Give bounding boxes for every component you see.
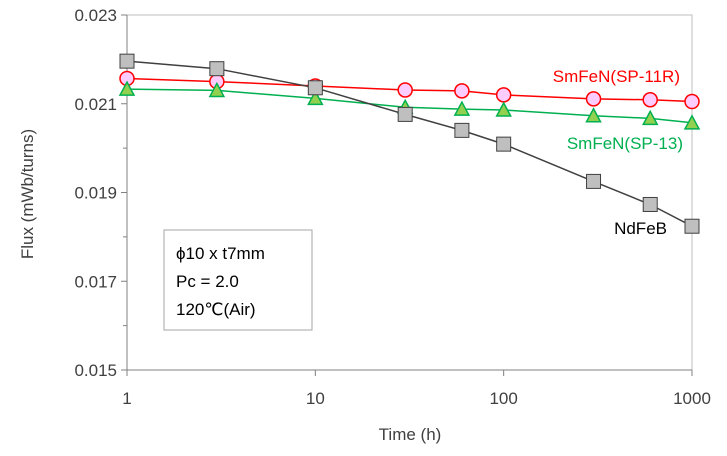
y-tick-label: 0.017 [74,272,117,291]
x-tick-label: 1000 [673,389,711,408]
data-point [684,93,700,110]
y-axis-title: Flux (mWb/turns) [18,129,37,259]
data-point [454,122,470,138]
series-label-ndfeb: NdFeB [614,219,667,238]
data-point [585,91,602,107]
y-tick-label: 0.019 [74,184,117,203]
series-2 [119,53,700,234]
condition-line-size: ϕ10 x t7mm [176,244,265,263]
data-point [642,92,658,108]
series-layer [118,53,701,234]
y-tick-label: 0.023 [74,6,117,25]
series-label-smfen-sp11r: SmFeN(SP-11R) [553,67,680,86]
axes: 0.015 0.017 0.019 0.021 0.023 1 10 100 1000 [74,6,710,408]
data-point [495,87,512,103]
data-point [209,61,225,77]
data-point [454,83,470,99]
y-tick-label: 0.021 [74,95,117,114]
series-label-group: SmFeN(SP-11R) SmFeN(SP-13) NdFeB [553,67,683,238]
series-1 [118,80,701,130]
data-point [307,89,324,106]
data-point [684,218,700,234]
x-tick-label: 10 [306,389,325,408]
condition-line-temp: 120℃(Air) [176,300,256,319]
data-point [641,109,659,126]
x-tick-label: 1 [122,389,131,408]
data-point [453,100,471,116]
data-point [585,107,602,123]
data-point [683,114,701,130]
data-point [397,106,413,122]
data-point [118,80,136,96]
x-axis-title: Time (h) [379,425,442,444]
data-point [397,82,413,98]
data-point [496,136,512,152]
condition-box-frame [163,229,313,331]
y-tick-label: 0.015 [74,361,117,380]
condition-line-pc: Pc = 2.0 [176,272,239,291]
data-point [642,196,658,212]
data-point [495,101,512,117]
data-point [307,80,323,96]
data-point [586,173,602,189]
x-tick-label: 100 [489,389,517,408]
data-point [208,81,226,98]
series-label-smfen-sp13: SmFeN(SP-13) [567,134,683,153]
data-point [119,53,135,69]
condition-box: ϕ10 x t7mm Pc = 2.0 120℃(Air) [163,229,313,331]
